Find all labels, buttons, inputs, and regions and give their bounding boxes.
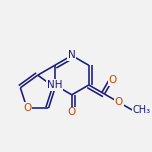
Text: N: N: [68, 50, 76, 60]
Text: O: O: [108, 75, 117, 85]
Text: O: O: [115, 97, 123, 107]
Text: O: O: [23, 103, 31, 113]
Text: NH: NH: [47, 80, 62, 90]
Text: O: O: [68, 107, 76, 117]
Text: CH₃: CH₃: [132, 105, 150, 115]
